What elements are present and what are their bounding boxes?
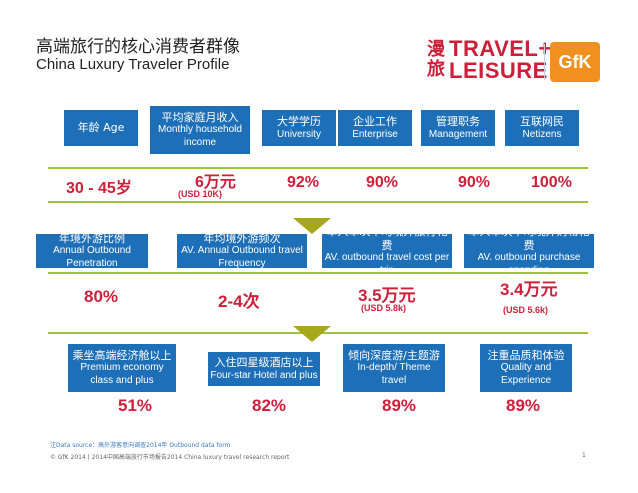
header-enterprise: 企业工作 Enterprise bbox=[338, 110, 412, 146]
header-purchase-spending: 单人单次平均境外购物花费 AV. outbound purchase spend… bbox=[464, 225, 594, 276]
value-travel-frequency: 2-4次 bbox=[218, 292, 260, 311]
value-annual-penetration: 80% bbox=[84, 287, 119, 306]
header-household-income: 平均家庭月收入 Monthly household income bbox=[150, 106, 250, 154]
value-enterprise: 90% bbox=[366, 174, 399, 191]
header-theme-travel: 倾向深度游/主题游 In-depth/ Theme travel bbox=[343, 344, 445, 392]
value-travel-cost: 3.5万元 bbox=[358, 286, 416, 305]
value-university: 92% bbox=[287, 174, 320, 191]
value-quality-experience: 89% bbox=[506, 396, 541, 415]
logo-word-leisure: LEISURE bbox=[449, 58, 548, 83]
logo-word-travel: TRAVEL+ bbox=[449, 36, 552, 61]
row1-value-band bbox=[48, 167, 588, 203]
value-premium-economy: 51% bbox=[118, 396, 153, 415]
chevron-down-icon bbox=[293, 326, 331, 342]
header-four-star-hotel: 入住四星级酒店以上 Four-star Hotel and plus bbox=[208, 352, 320, 386]
sub-purchase-spending: (USD 5.6k) bbox=[503, 305, 549, 315]
page-title-cn: 高端旅行的核心消费者群像 bbox=[36, 37, 240, 57]
value-four-star-hotel: 82% bbox=[252, 396, 287, 415]
logo-cn-glyphs: 漫 旅 bbox=[427, 39, 445, 80]
value-management: 90% bbox=[458, 174, 491, 191]
value-household-income: 6万元 bbox=[195, 174, 236, 191]
data-source-note: 注Data source：高外游客意向调查2014年 Outbound data… bbox=[50, 442, 231, 449]
gfk-logo: GfK bbox=[550, 42, 600, 82]
value-netizens: 100% bbox=[531, 174, 572, 191]
copyright-footer: © GfK 2014 | 2014中国高端旅行市场报告2014 China lu… bbox=[50, 454, 290, 461]
travel-leisure-logo: 漫 旅 TRAVEL+ LEISURE bbox=[425, 38, 551, 86]
header-quality-experience: 注重品质和体验 Quality and Experience bbox=[480, 344, 572, 392]
header-age: 年龄 Age bbox=[64, 110, 138, 146]
value-theme-travel: 89% bbox=[382, 396, 417, 415]
value-purchase-spending: 3.4万元 bbox=[500, 280, 558, 299]
page-title-en: China Luxury Traveler Profile bbox=[36, 56, 230, 73]
sub-travel-cost: (USD 5.8k) bbox=[361, 303, 407, 313]
value-age: 30 - 45岁 bbox=[66, 180, 132, 197]
header-premium-economy: 乘坐高端经济舱以上 Premium economy class and plus bbox=[68, 344, 176, 392]
header-university: 大学学历 University bbox=[262, 110, 336, 146]
page-number: 1 bbox=[582, 452, 586, 459]
chevron-down-icon bbox=[293, 218, 331, 234]
header-travel-cost: 单人单次平均境外旅行花费 AV. outbound travel cost pe… bbox=[322, 225, 452, 276]
logo-divider bbox=[544, 44, 545, 80]
header-netizens: 互联网民 Netizens bbox=[505, 110, 579, 146]
sub-household-income: (USD 10K) bbox=[178, 189, 223, 199]
header-annual-penetration: 年境外游比例 Annual Outbound Penetration bbox=[36, 232, 148, 269]
header-management: 管理职务 Management bbox=[421, 110, 495, 146]
header-travel-frequency: 年均境外游频次 AV. Annual Outbound travel Frequ… bbox=[177, 232, 307, 269]
